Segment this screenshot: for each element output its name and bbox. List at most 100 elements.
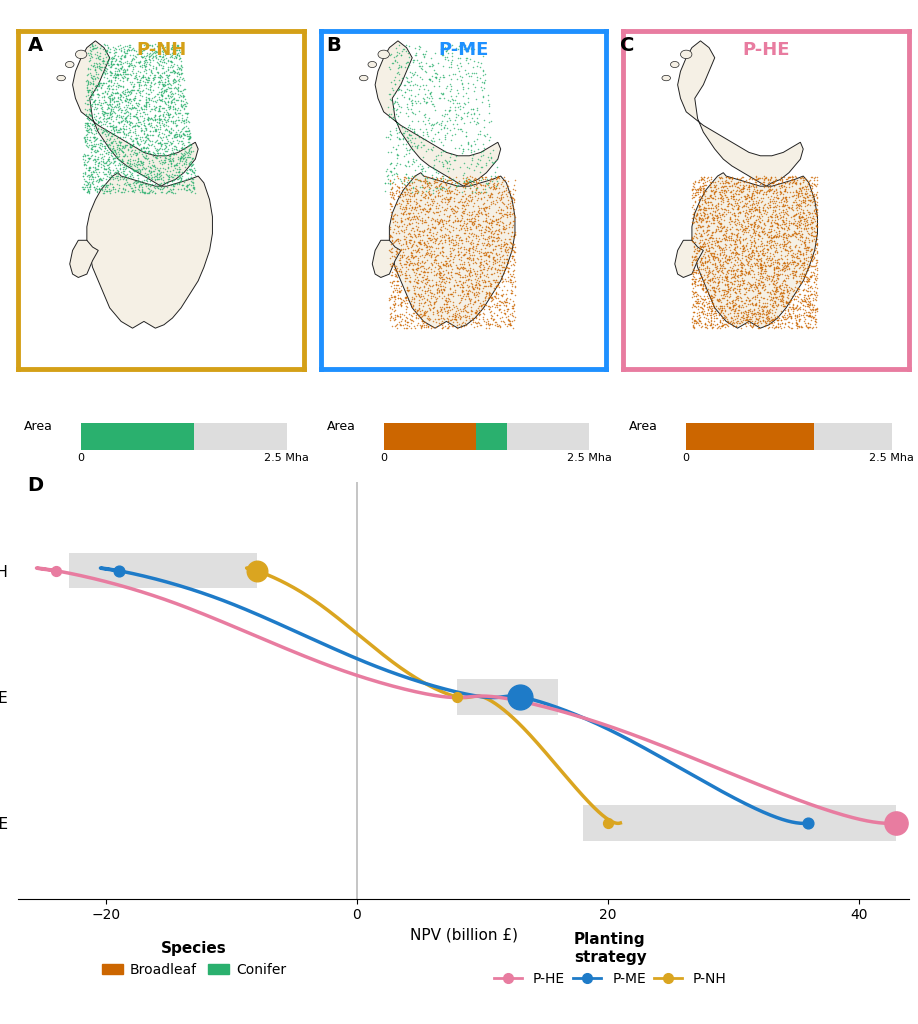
Point bbox=[95, 59, 109, 76]
Point bbox=[431, 240, 445, 256]
Point bbox=[468, 65, 483, 81]
Point bbox=[717, 173, 732, 189]
Point bbox=[139, 48, 153, 65]
Point bbox=[746, 223, 761, 240]
Point bbox=[772, 251, 787, 267]
Point bbox=[453, 219, 468, 236]
Point bbox=[808, 269, 823, 286]
Point bbox=[164, 47, 179, 63]
Point bbox=[777, 282, 791, 298]
Point bbox=[694, 250, 709, 266]
Point bbox=[172, 170, 186, 186]
Point bbox=[743, 216, 757, 232]
Point bbox=[780, 197, 795, 213]
Point bbox=[755, 298, 769, 314]
Point bbox=[430, 305, 444, 322]
Point bbox=[723, 270, 738, 287]
Point bbox=[168, 112, 183, 128]
Point bbox=[94, 132, 108, 148]
Point bbox=[412, 255, 427, 271]
Point bbox=[111, 152, 126, 168]
Point bbox=[716, 286, 731, 302]
Point bbox=[721, 229, 735, 246]
Point bbox=[700, 200, 715, 216]
Point bbox=[703, 288, 718, 304]
Point bbox=[442, 230, 456, 247]
Point bbox=[743, 292, 757, 308]
Point bbox=[774, 286, 789, 302]
Point bbox=[111, 41, 126, 57]
Point bbox=[734, 255, 749, 271]
Point bbox=[733, 181, 747, 198]
Point bbox=[472, 297, 487, 313]
Point bbox=[455, 280, 470, 296]
Point bbox=[125, 41, 140, 57]
Point bbox=[161, 127, 175, 143]
Point bbox=[507, 195, 521, 211]
Point bbox=[95, 68, 109, 84]
Point bbox=[114, 87, 129, 103]
Point bbox=[769, 208, 784, 224]
Point bbox=[799, 244, 813, 260]
Point bbox=[762, 232, 777, 249]
Point bbox=[808, 287, 823, 303]
Point bbox=[118, 104, 132, 121]
Point bbox=[692, 238, 707, 254]
Text: 0: 0 bbox=[380, 454, 387, 464]
Point bbox=[151, 114, 166, 130]
Point bbox=[483, 244, 498, 260]
Point bbox=[767, 259, 781, 275]
Point bbox=[736, 220, 751, 237]
Point bbox=[689, 206, 704, 222]
Point bbox=[394, 81, 409, 97]
Point bbox=[383, 287, 397, 303]
Point bbox=[99, 62, 114, 79]
Point bbox=[471, 151, 486, 167]
Point bbox=[785, 314, 800, 331]
Point bbox=[76, 145, 91, 162]
Point bbox=[506, 303, 521, 319]
Point bbox=[459, 40, 474, 56]
Point bbox=[728, 239, 743, 255]
Point bbox=[695, 211, 710, 227]
Point bbox=[800, 181, 815, 198]
Point bbox=[455, 300, 470, 316]
Point bbox=[143, 54, 158, 71]
Point bbox=[778, 298, 792, 314]
Point bbox=[418, 85, 432, 101]
Point bbox=[695, 255, 710, 271]
Point bbox=[451, 212, 465, 228]
Point bbox=[81, 74, 95, 90]
Point bbox=[796, 301, 811, 317]
Point bbox=[789, 263, 803, 280]
Point bbox=[698, 284, 712, 300]
Point bbox=[420, 188, 435, 205]
Point bbox=[392, 247, 407, 263]
Point bbox=[428, 188, 442, 205]
Point bbox=[711, 280, 726, 296]
Point bbox=[161, 118, 175, 134]
Point bbox=[439, 221, 453, 238]
Point bbox=[164, 140, 179, 157]
Point bbox=[737, 266, 752, 283]
Point bbox=[399, 266, 414, 283]
Point bbox=[460, 134, 475, 151]
Bar bbox=[457, 679, 557, 715]
Point bbox=[792, 204, 807, 220]
Point bbox=[711, 239, 726, 255]
Point bbox=[390, 150, 405, 166]
Point bbox=[383, 291, 397, 307]
Point bbox=[117, 104, 131, 121]
Point bbox=[413, 259, 428, 275]
Point bbox=[792, 294, 807, 310]
Point bbox=[468, 116, 483, 132]
Point bbox=[698, 280, 712, 296]
Point bbox=[769, 282, 784, 298]
Point bbox=[505, 248, 520, 264]
Point bbox=[787, 267, 801, 284]
Point bbox=[503, 270, 518, 287]
Point bbox=[736, 241, 751, 257]
Point bbox=[139, 94, 153, 111]
Point bbox=[744, 234, 759, 251]
Point bbox=[721, 312, 735, 329]
